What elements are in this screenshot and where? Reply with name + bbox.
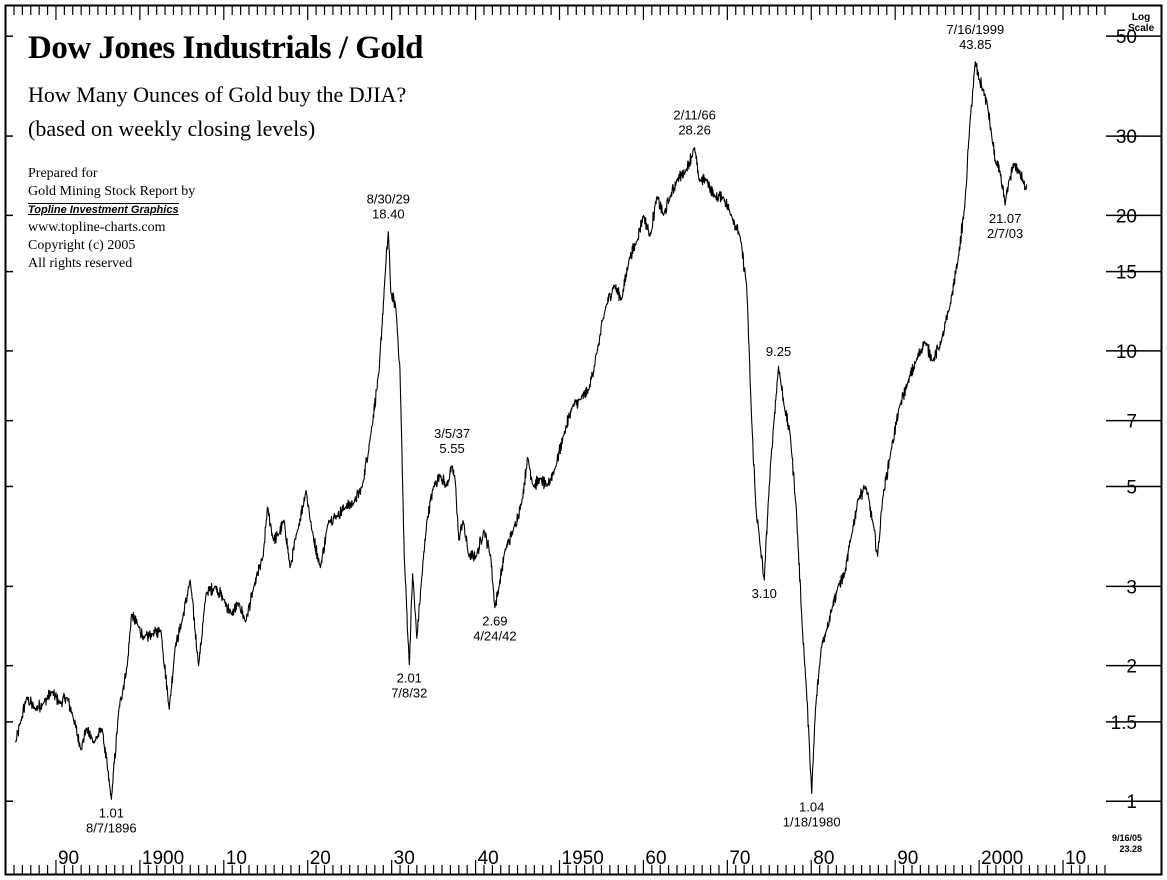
x-tick-label: 90 xyxy=(897,848,918,869)
brand-logo: Topline Investment Graphics xyxy=(28,203,179,216)
annotation-date: 1/18/1980 xyxy=(783,815,841,830)
y-tick-label: 50 xyxy=(1116,27,1137,48)
credit-report-name: Gold Mining Stock Report by xyxy=(28,184,196,199)
y-tick-label: 2 xyxy=(1126,657,1137,678)
x-tick-label: 2000 xyxy=(981,848,1023,869)
credit-copyright: Copyright (c) 2005 xyxy=(28,238,136,253)
x-tick-label: 70 xyxy=(729,848,750,869)
credit-prepared-for: Prepared for xyxy=(28,166,98,181)
annotation-value: 1.01 xyxy=(99,805,124,820)
x-tick-label: 40 xyxy=(478,848,499,869)
x-tick-label: 60 xyxy=(645,848,666,869)
annotation-value: 2.01 xyxy=(397,671,422,686)
annotation-value: 5.55 xyxy=(439,441,464,456)
annotation-value: 18.40 xyxy=(372,207,405,222)
stamp-value: 23.28 xyxy=(1119,844,1143,854)
annotation-value: 43.85 xyxy=(959,37,992,52)
annotation-date: 4/24/42 xyxy=(473,629,516,644)
annotation-value: 28.26 xyxy=(678,123,711,138)
x-tick-label: 20 xyxy=(310,848,331,869)
axis-ticks: 90 1900 10 20 30 40 1950 60 70 80 90 2000 10 1 1.5 2 3 5 7… xyxy=(6,6,1162,874)
log-scale-line-2: Scale xyxy=(1128,23,1155,34)
annotation-date: 2/11/66 xyxy=(673,108,715,123)
y-tick-label: 10 xyxy=(1116,342,1137,363)
annotation-value: 3.10 xyxy=(752,586,777,601)
annotation-date: 3/5/37 xyxy=(434,426,470,441)
x-tick-label: 1900 xyxy=(142,848,184,869)
y-tick-label: 1 xyxy=(1126,792,1137,813)
y-tick-label: 20 xyxy=(1116,206,1137,227)
x-tick-label: 90 xyxy=(58,848,79,869)
y-tick-label: 15 xyxy=(1116,263,1137,284)
x-tick-label: 10 xyxy=(226,848,247,869)
x-tick-label: 30 xyxy=(394,848,415,869)
log-scale-line-1: Log xyxy=(1131,12,1151,23)
y-tick-label: 3 xyxy=(1126,577,1137,598)
annotation-date: 7/8/32 xyxy=(391,686,427,701)
stamp-date: 9/16/05 xyxy=(1112,833,1143,843)
chart-title: Dow Jones Industrials / Gold xyxy=(28,30,423,66)
annotation-date: 7/16/1999 xyxy=(946,22,1004,37)
chart-subtitle-note: (based on weekly closing levels) xyxy=(28,116,316,141)
annotation-date: 8/7/1896 xyxy=(86,820,137,835)
y-tick-label: 1.5 xyxy=(1111,713,1137,734)
x-tick-label: 1950 xyxy=(562,848,604,869)
series-line-layer xyxy=(15,61,1028,800)
annotation-date: 2/7/03 xyxy=(987,226,1023,241)
annotation-value: 2.69 xyxy=(482,614,507,629)
chart-subtitle: How Many Ounces of Gold buy the DJIA? xyxy=(28,82,407,107)
annotation-date: 8/30/29 xyxy=(367,192,410,207)
series-line-djia-gold xyxy=(15,61,1028,800)
annotation-value: 21.07 xyxy=(989,211,1022,226)
annotation-value: 1.04 xyxy=(799,800,824,815)
credit-block: Prepared for Gold Mining Stock Report by… xyxy=(28,165,195,273)
log-scale-label: Log Scale xyxy=(1128,12,1154,34)
y-tick-label: 30 xyxy=(1116,127,1137,148)
date-stamp: 9/16/05 23.28 xyxy=(1112,833,1142,855)
annotation-value: 9.25 xyxy=(766,344,791,359)
x-tick-label: 10 xyxy=(1065,848,1086,869)
y-tick-label: 7 xyxy=(1126,412,1137,433)
x-tick-label: 80 xyxy=(813,848,834,869)
credit-url[interactable]: www.topline-charts.com xyxy=(28,220,166,235)
y-tick-label: 5 xyxy=(1126,477,1137,498)
credit-rights: All rights reserved xyxy=(28,256,133,271)
